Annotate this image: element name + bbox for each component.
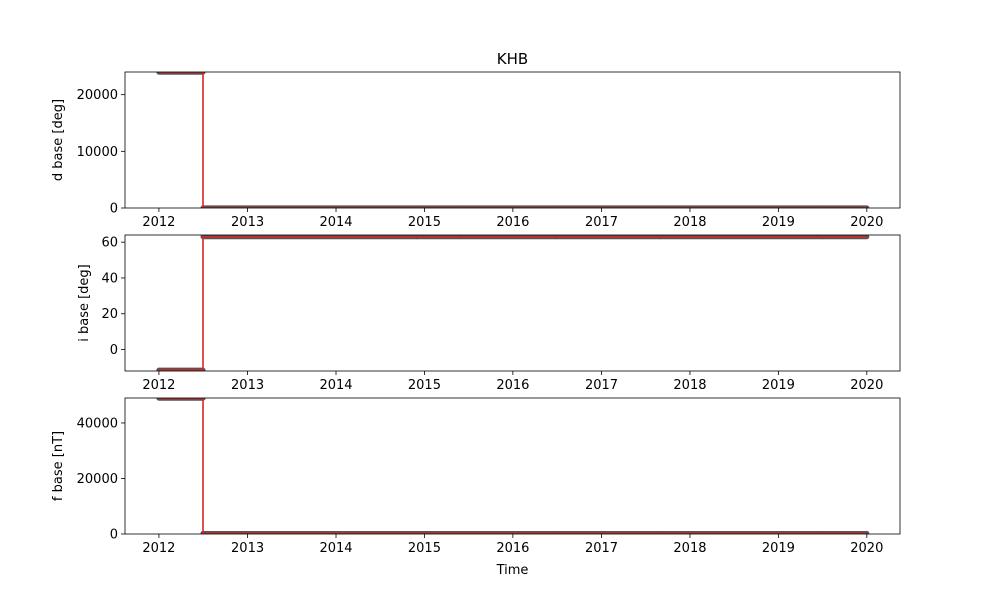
- x-tick-label: 2019: [762, 541, 795, 556]
- x-tick-label: 2017: [585, 215, 618, 230]
- subplot-3: 2012 2013 2014 2015 2016 2017 2018 2019 2020 0 200…: [51, 397, 901, 578]
- axes-frame: [124, 397, 901, 535]
- series-2-line: [158, 235, 867, 371]
- x-tick-label: 2012: [142, 215, 175, 230]
- x-tick-label: 2015: [408, 378, 441, 393]
- x-tick-label: 2015: [408, 215, 441, 230]
- subplot-2: 2012 2013 2014 2015 2016 2017 2018 2019 2020 0 20 4…: [77, 234, 901, 393]
- y-axis-label: i base [deg]: [77, 264, 92, 342]
- x-tick-label: 2015: [408, 541, 441, 556]
- y-tick-label: 0: [110, 528, 118, 543]
- x-tick-label: 2014: [319, 541, 352, 556]
- x-tick-label: 2016: [496, 378, 529, 393]
- y-tick-label: 60: [101, 236, 118, 251]
- x-tick-label: 2019: [762, 378, 795, 393]
- x-tick-label: 2017: [585, 378, 618, 393]
- y-axis-label: d base [deg]: [51, 99, 66, 181]
- y-tick-label: 0: [110, 343, 118, 358]
- x-tick-label: 2017: [585, 541, 618, 556]
- x-tick-label: 2014: [319, 215, 352, 230]
- x-tick-label: 2019: [762, 215, 795, 230]
- y-tick-label: 40000: [77, 416, 118, 431]
- subplot-1: 2012 2013 2014 2015 2016 2017 2018 2019 2020 0 100…: [51, 50, 901, 230]
- x-tick-label: 2013: [231, 215, 264, 230]
- x-axis-label: Time: [496, 563, 529, 578]
- plot-area: [156, 235, 870, 371]
- x-tick-label: 2012: [142, 541, 175, 556]
- x-tick-label: 2013: [231, 541, 264, 556]
- x-tick-label: 2020: [850, 215, 883, 230]
- y-tick-label: 20000: [77, 88, 118, 103]
- axes-frame: [124, 71, 901, 209]
- x-tick-label: 2018: [673, 215, 706, 230]
- y-tick-label: 40: [101, 271, 118, 286]
- x-tick-label: 2020: [850, 541, 883, 556]
- x-tick-label: 2018: [673, 378, 706, 393]
- plot-area: [156, 398, 870, 534]
- x-tick-label: 2012: [142, 378, 175, 393]
- x-tick-label: 2014: [319, 378, 352, 393]
- series-2-line: [158, 398, 867, 534]
- x-tick-label: 2013: [231, 378, 264, 393]
- y-tick-label: 0: [110, 202, 118, 217]
- x-tick-label: 2018: [673, 541, 706, 556]
- y-tick-label: 20000: [77, 472, 118, 487]
- series-2-line: [158, 72, 867, 208]
- axes-frame: [124, 234, 901, 372]
- y-tick-label: 10000: [77, 145, 118, 160]
- chart-title: KHB: [497, 50, 528, 68]
- y-tick-label: 20: [101, 307, 118, 322]
- plot-area: [156, 72, 870, 208]
- x-tick-label: 2016: [496, 541, 529, 556]
- y-axis-label: f base [nT]: [51, 431, 66, 501]
- x-tick-label: 2016: [496, 215, 529, 230]
- x-tick-label: 2020: [850, 378, 883, 393]
